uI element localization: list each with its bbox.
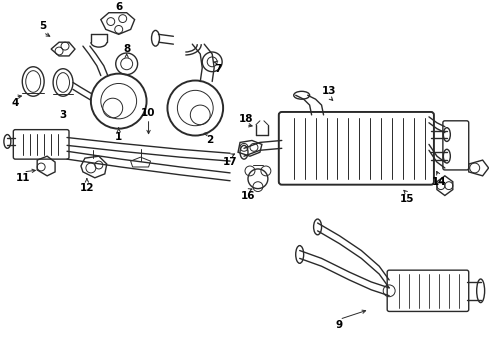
Text: 17: 17 — [223, 157, 237, 167]
Text: 13: 13 — [322, 86, 337, 96]
Text: 11: 11 — [16, 173, 30, 183]
Text: 4: 4 — [12, 98, 19, 108]
Text: 2: 2 — [207, 135, 214, 145]
Text: 8: 8 — [123, 44, 130, 54]
Text: 12: 12 — [80, 183, 94, 193]
Text: 10: 10 — [141, 108, 156, 118]
Text: 9: 9 — [336, 320, 343, 330]
Text: 6: 6 — [115, 2, 122, 12]
Text: 15: 15 — [400, 194, 415, 204]
Text: 18: 18 — [239, 114, 253, 124]
Text: 7: 7 — [215, 64, 222, 74]
Text: 5: 5 — [40, 22, 47, 31]
Text: 1: 1 — [115, 131, 122, 141]
Text: 14: 14 — [432, 177, 446, 187]
Text: 16: 16 — [241, 192, 255, 202]
Text: 3: 3 — [59, 110, 67, 120]
